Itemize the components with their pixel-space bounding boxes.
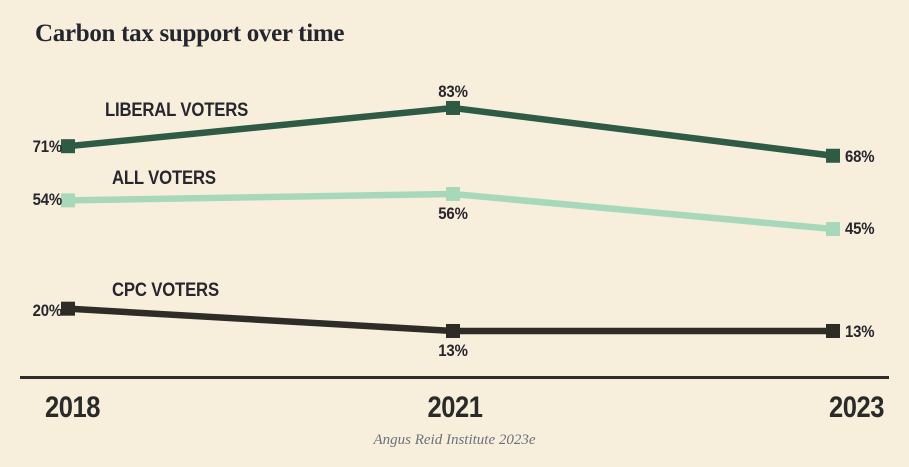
- data-point-marker: [826, 148, 840, 163]
- legend-label-liberal-voters: LIBERAL VOTERS: [105, 100, 249, 121]
- chart-title: Carbon tax support over time: [35, 20, 345, 47]
- data-label-all-2018: 54%: [32, 190, 63, 209]
- data-point-marker: [61, 301, 75, 316]
- data-point-marker: [826, 222, 840, 237]
- x-tick-2018: 2018: [45, 391, 101, 424]
- data-point-marker: [61, 193, 75, 208]
- x-tick-2023: 2023: [828, 391, 884, 424]
- data-label-cpc-2023: 13%: [845, 322, 875, 341]
- data-point-marker: [826, 323, 840, 338]
- x-tick-2021: 2021: [427, 391, 483, 424]
- data-label-cpc-2021: 13%: [438, 341, 468, 360]
- data-label-liberal-2018: 71%: [32, 137, 63, 156]
- data-point-marker: [446, 100, 460, 115]
- x-axis-line: [20, 376, 889, 379]
- data-label-liberal-2021: 83%: [438, 82, 468, 101]
- source-attribution: Angus Reid Institute 2023e: [373, 432, 536, 448]
- legend-label-cpc-voters: CPC VOTERS: [112, 280, 219, 301]
- data-label-cpc-2018: 20%: [32, 301, 63, 320]
- data-point-marker: [446, 186, 460, 201]
- data-label-liberal-2023: 68%: [845, 147, 875, 166]
- legend-label-all-voters: ALL VOTERS: [112, 168, 216, 189]
- data-point-marker: [61, 139, 75, 154]
- data-point-marker: [446, 323, 460, 338]
- data-label-all-2021: 56%: [438, 204, 468, 223]
- data-label-all-2023: 45%: [845, 219, 875, 238]
